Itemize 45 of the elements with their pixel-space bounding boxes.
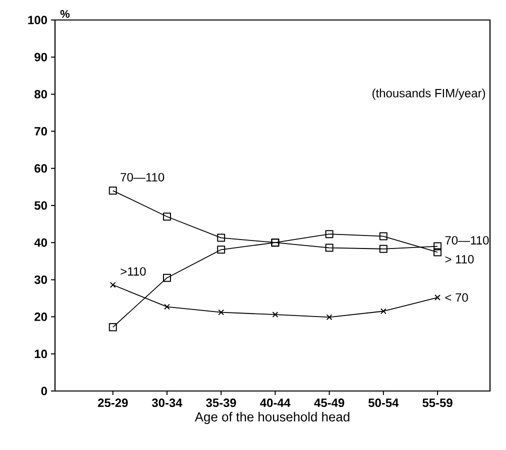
point [326,314,332,320]
y-axis-title: % [60,10,70,18]
x-tick-label: 30-34 [152,398,182,408]
point [434,248,442,256]
point [325,230,334,238]
y-tick-label: 30 [34,275,47,284]
x-axis-title: Age of the household head [194,412,350,424]
y-tick-label: 100 [28,16,47,24]
point [325,244,334,252]
point [217,246,226,254]
point [164,304,170,310]
x-tick-label: 45-49 [314,398,344,408]
y-tick-label: 10 [34,350,47,358]
x-tick-label: 50-54 [368,398,399,408]
point [108,323,117,332]
x-tick-label: 55-59 [422,398,452,408]
annotation: >110 [120,267,146,276]
y-tick-label: 40 [34,238,47,247]
x-tick-label: 40-44 [260,398,290,408]
point [379,232,388,240]
point [108,186,117,195]
point [110,282,116,288]
point [434,242,442,250]
annotation: 70—110 [120,172,164,182]
point [380,308,386,314]
point [379,244,388,253]
x-tick-label: 25-29 [98,398,128,408]
y-tick-label: 70 [34,127,47,136]
series-label: > 110 [445,255,474,264]
y-tick-label: 50 [34,201,47,210]
legend-title: (thousands FIM/year) [372,88,486,100]
y-tick-label: 90 [34,52,47,62]
point [434,294,440,300]
series-label: < 70 [445,293,468,302]
x-tick-label: 35-39 [206,398,236,408]
y-tick-label: 0 [41,386,47,396]
point [163,212,171,221]
series-label: 70—110 [445,236,489,245]
point [217,234,226,242]
y-tick-label: 80 [34,90,47,98]
y-tick-label: 20 [34,312,47,322]
point [163,274,171,282]
point [272,312,278,318]
y-tick-label: 60 [34,164,47,173]
point [218,309,224,316]
